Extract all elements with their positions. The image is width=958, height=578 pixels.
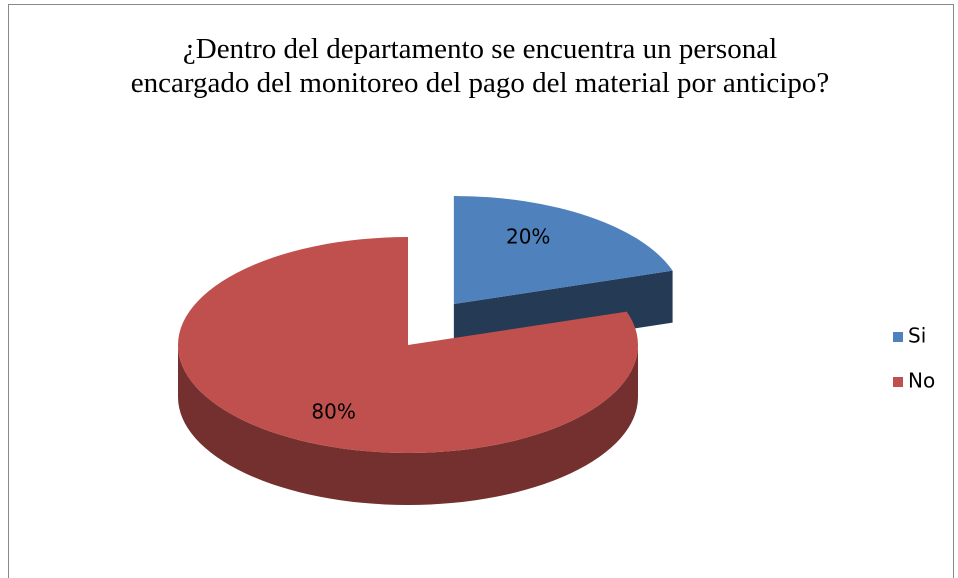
slice [453,195,673,304]
legend-label: Si [908,324,926,348]
chart-title: ¿Dentro del departamento se encuentra un… [130,33,830,99]
slice [177,237,638,454]
slice-side [178,345,638,505]
legend-swatch [893,332,903,342]
legend-swatch [893,377,903,387]
chart-border [8,4,954,578]
data-label: 20% [506,224,550,248]
legend-label: No [908,369,935,393]
data-label: 80% [311,400,355,424]
